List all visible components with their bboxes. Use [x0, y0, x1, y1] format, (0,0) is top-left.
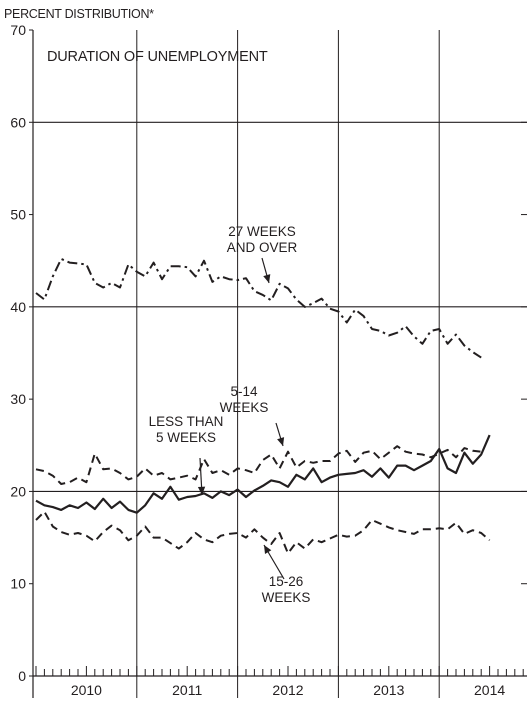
y-tick-label-50: 50 [10, 207, 26, 223]
chart-title: DURATION OF UNEMPLOYMENT [47, 49, 268, 65]
annotation-line: WEEKS [220, 400, 269, 415]
annotation-line: 5-14 [230, 384, 258, 399]
annotation-arrow-1-head [277, 437, 285, 446]
annotation-line: WEEKS [262, 590, 311, 605]
y-tick-label-10: 10 [10, 576, 26, 592]
grid-layer [33, 30, 527, 698]
y-axis-title: PERCENT DISTRIBUTION* [4, 7, 154, 21]
annotation-line: AND OVER [227, 240, 298, 255]
y-tick-label-20: 20 [10, 483, 26, 499]
x-year-label-2013: 2013 [373, 682, 404, 698]
series-line-2 [35, 434, 491, 514]
annotation-label-0: 27 WEEKS AND OVER [227, 224, 298, 255]
x-year-label-2014: 2014 [474, 682, 505, 698]
annotation-arrow-2-head [197, 486, 206, 495]
annotation-arrow-0-head [263, 274, 271, 283]
x-year-label-2011: 2011 [172, 682, 202, 698]
series-line-3 [35, 510, 491, 555]
series-line-0 [35, 257, 482, 359]
annotation-line: 15-26 [269, 574, 304, 589]
annotation-label-2: LESS THAN 5 WEEKS [149, 414, 224, 445]
y-tick-label-60: 60 [10, 114, 26, 130]
x-year-label-2010: 2010 [71, 682, 102, 698]
y-tick-label-70: 70 [10, 22, 26, 38]
y-tick-label-0: 0 [18, 668, 26, 684]
annotation-line: 5 WEEKS [156, 430, 216, 445]
annotation-label-3: 15-26 WEEKS [262, 574, 311, 605]
series-layer [35, 257, 491, 555]
x-year-label-2012: 2012 [272, 682, 303, 698]
annotation-label-1: 5-14 WEEKS [220, 384, 269, 415]
axis-layer: PERCENT DISTRIBUTION* DURATION OF UNEMPL… [4, 7, 527, 698]
y-tick-label-40: 40 [10, 299, 26, 315]
series-line-1 [35, 445, 482, 485]
y-tick-label-30: 30 [10, 391, 26, 407]
annotation-arrow-3-head [264, 545, 272, 554]
annotation-line: LESS THAN [149, 414, 224, 429]
annotation-line: 27 WEEKS [228, 224, 296, 239]
